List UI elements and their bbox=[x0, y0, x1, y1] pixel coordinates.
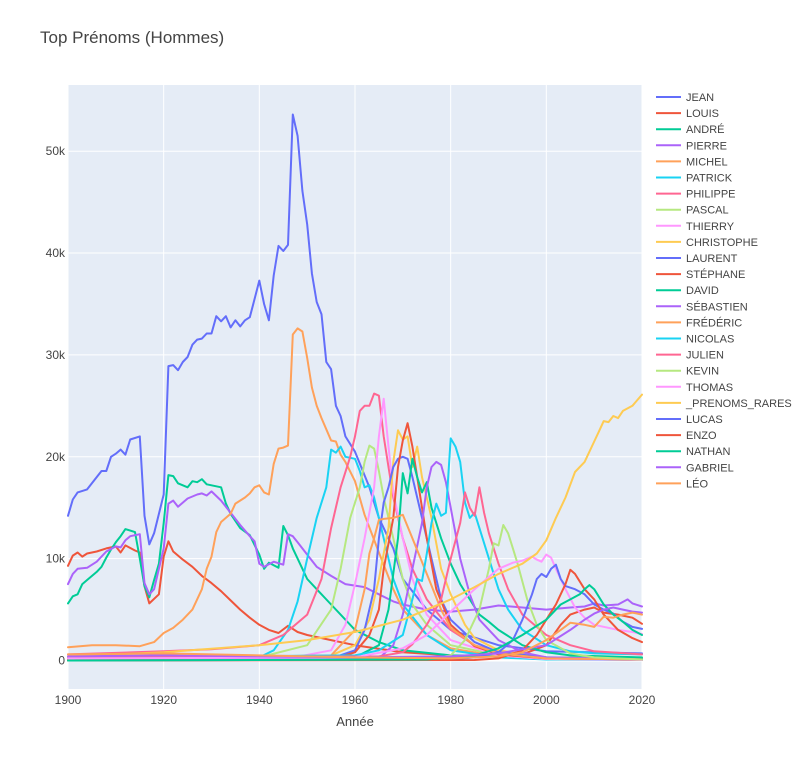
legend-item: FRÉDÉRIC bbox=[656, 316, 742, 329]
legend-item: KEVIN bbox=[656, 366, 719, 378]
series-line-lucas bbox=[67, 563, 643, 662]
series-line-pierre bbox=[67, 490, 643, 613]
chart-title: Top Prénoms (Hommes) bbox=[40, 28, 224, 47]
legend-label: SÉBASTIEN bbox=[686, 300, 748, 313]
series-line-l-o bbox=[67, 611, 643, 660]
legend-item: LOUIS bbox=[656, 108, 719, 120]
x-tick-label: 1920 bbox=[150, 693, 177, 707]
x-tick-label: 2000 bbox=[533, 693, 560, 707]
series-line-s-bastien bbox=[67, 460, 643, 661]
legend-label: JULIEN bbox=[686, 350, 724, 362]
legend-label: PHILIPPE bbox=[686, 189, 736, 201]
legend-label: STÉPHANE bbox=[686, 268, 745, 281]
y-tick-label: 50k bbox=[46, 144, 66, 158]
series-line-david bbox=[67, 457, 643, 661]
legend-label: NATHAN bbox=[686, 446, 730, 458]
series-line-thomas bbox=[67, 553, 643, 660]
legend-item: DAVID bbox=[656, 285, 719, 297]
y-tick-label: 20k bbox=[46, 450, 66, 464]
legend-label: LUCAS bbox=[686, 414, 723, 426]
legend-item: JULIEN bbox=[656, 350, 724, 362]
x-tick-label: 1980 bbox=[437, 693, 464, 707]
y-axis-ticks: 0 10k 20k 30k 40k 50k bbox=[46, 144, 66, 667]
legend-label: LOUIS bbox=[686, 108, 719, 120]
legend-item: THOMAS bbox=[656, 382, 733, 394]
legend-label: ENZO bbox=[686, 430, 717, 442]
legend-item: STÉPHANE bbox=[656, 268, 745, 281]
legend-item: GABRIEL bbox=[656, 462, 734, 474]
legend-label: _PRENOMS_RARES bbox=[685, 398, 792, 410]
series-line--prenoms-rares bbox=[67, 393, 643, 658]
y-tick-label: 30k bbox=[46, 348, 66, 362]
legend-item: ANDRÉ bbox=[656, 123, 725, 136]
legend-item: THIERRY bbox=[656, 221, 735, 233]
y-tick-label: 0 bbox=[58, 653, 65, 667]
legend-label: DAVID bbox=[686, 285, 719, 297]
legend-label: GABRIEL bbox=[686, 462, 734, 474]
legend-label: THOMAS bbox=[686, 382, 733, 394]
legend-label: ANDRÉ bbox=[686, 123, 725, 136]
legend-item: JEAN bbox=[656, 92, 714, 104]
legend-label: MICHEL bbox=[686, 156, 728, 168]
legend-label: JEAN bbox=[686, 92, 714, 104]
x-tick-label: 1900 bbox=[55, 693, 82, 707]
series-line-louis bbox=[67, 540, 643, 658]
series-line-fr-d-ric bbox=[67, 513, 643, 661]
x-tick-label: 1940 bbox=[246, 693, 273, 707]
legend-item: PHILIPPE bbox=[656, 189, 736, 201]
legend-item: PASCAL bbox=[656, 205, 729, 217]
series-line-nicolas bbox=[67, 437, 643, 659]
legend-item: CHRISTOPHE bbox=[656, 237, 758, 249]
legend-label: LÉO bbox=[686, 477, 708, 490]
legend-item: LUCAS bbox=[656, 414, 723, 426]
legend-item: NATHAN bbox=[656, 446, 730, 458]
y-tick-label: 40k bbox=[46, 246, 66, 260]
legend-item: PIERRE bbox=[656, 140, 727, 152]
legend-label: PATRICK bbox=[686, 173, 733, 185]
legend-label: PASCAL bbox=[686, 205, 729, 217]
legend-item: ENZO bbox=[656, 430, 717, 442]
legend-label: THIERRY bbox=[686, 221, 735, 233]
legend-item: NICOLAS bbox=[656, 334, 734, 346]
legend-item: MICHEL bbox=[656, 156, 728, 168]
x-tick-label: 2020 bbox=[629, 693, 656, 707]
legend-item: LÉO bbox=[656, 477, 708, 490]
legend-item: LAURENT bbox=[656, 253, 738, 265]
legend: JEAN LOUIS ANDRÉ PIERRE MICHEL PATRICK PHILIPP… bbox=[656, 92, 792, 490]
legend-label: PIERRE bbox=[686, 140, 727, 152]
series-lines bbox=[67, 113, 643, 662]
legend-label: FRÉDÉRIC bbox=[686, 316, 742, 329]
y-tick-label: 10k bbox=[46, 552, 66, 566]
x-tick-label: 1960 bbox=[342, 693, 369, 707]
legend-item: SÉBASTIEN bbox=[656, 300, 748, 313]
legend-label: CHRISTOPHE bbox=[686, 237, 758, 249]
legend-item: PATRICK bbox=[656, 173, 733, 185]
x-axis-label: Année bbox=[336, 714, 374, 729]
legend-label: KEVIN bbox=[686, 366, 719, 378]
legend-label: LAURENT bbox=[686, 253, 738, 265]
x-axis-ticks: 1900 1920 1940 1960 1980 2000 2020 bbox=[55, 693, 656, 707]
legend-item: _PRENOMS_RARES bbox=[656, 398, 792, 410]
legend-label: NICOLAS bbox=[686, 334, 734, 346]
series-line-jean bbox=[67, 113, 643, 655]
series-line-thierry bbox=[67, 397, 643, 661]
